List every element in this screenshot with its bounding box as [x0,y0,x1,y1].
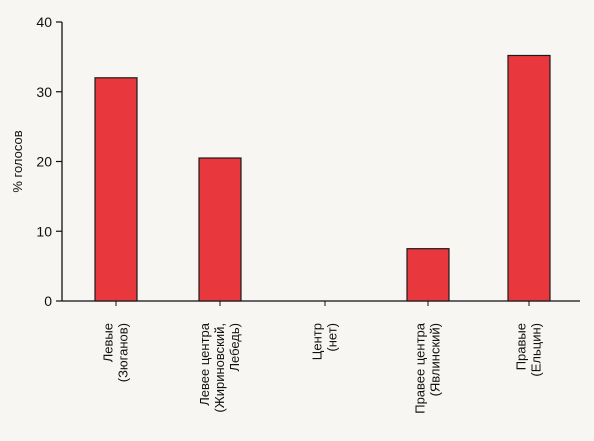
category-label-line: (Явлинский) [428,323,443,396]
y-tick-label-20: 20 [36,154,52,170]
y-tick-label-40: 40 [36,14,52,30]
category-label-line: (Жириновский, [212,323,227,413]
category-label-line: (Ельцин) [529,323,544,377]
category-label-1: Левее центра(Жириновский,Лебедь) [197,322,242,412]
bar-4 [507,54,551,302]
category-label-line: (Зюганов) [116,323,131,382]
plot-area: 0 10 20 30 40 % голосов Левые(Зюганов) Левее це… [10,14,580,414]
bar-1 [198,157,242,302]
y-tick-label-0: 0 [44,293,52,309]
category-label-line: (нет) [325,323,340,352]
bar-3 [406,248,450,302]
category-label-4: Правые(Ельцин) [514,323,544,377]
bar-0 [94,77,138,302]
category-label-line: Центр [310,323,325,360]
y-axis-title: % голосов [10,130,25,192]
category-label-3: Правее центра(Явлинский) [413,322,443,414]
category-label-0: Левые(Зюганов) [101,323,131,382]
category-label-line: Правые [514,323,529,370]
category-label-line: Левее центра [197,322,212,405]
category-label-line: Правее центра [413,322,428,414]
y-tick-label-10: 10 [36,223,52,239]
y-tick-label-30: 30 [36,84,52,100]
category-label-line: Левые [101,323,116,362]
category-label-2: Центр(нет) [310,323,340,360]
category-label-line: Лебедь) [227,323,242,372]
